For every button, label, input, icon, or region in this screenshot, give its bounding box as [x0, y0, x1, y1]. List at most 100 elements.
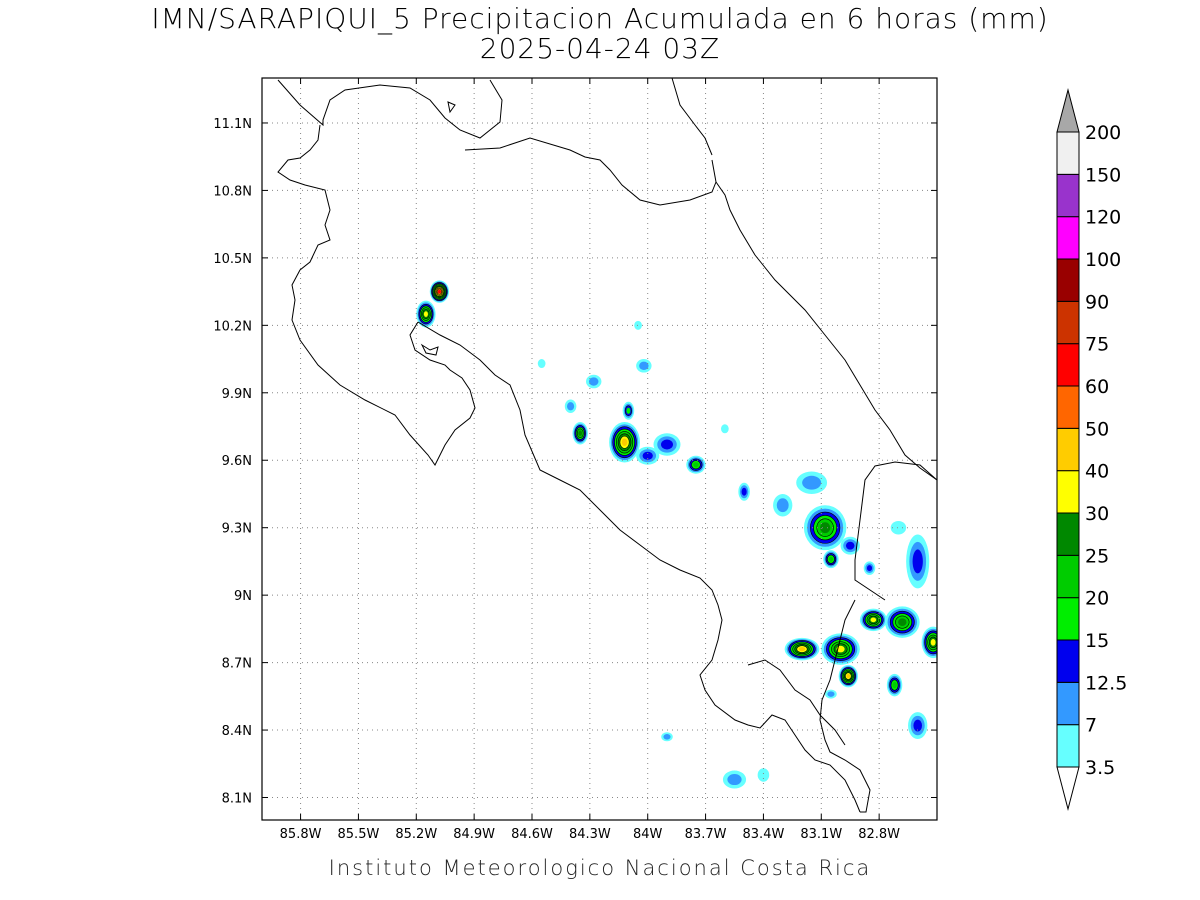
y-tick-label: 9.6N [222, 454, 252, 469]
precip-cell [838, 664, 858, 688]
x-axis-ticks: 85.8W 85.5W 85.2W 84.9W 84.6W 84.3W 84W 83.7W 83… [280, 78, 900, 842]
x-tick-label: 85.5W [338, 827, 380, 842]
pacific-coast-nicoya [277, 124, 476, 466]
colorbar-swatch [1056, 512, 1080, 556]
colorbar-label: 40 [1085, 461, 1109, 483]
colorbar-legend: 3.5 7 12.5 15 20 25 30 40 50 60 75 90 100 120 150 200 [1056, 88, 1127, 811]
precip-contour-25 [820, 522, 831, 534]
colorbar-swatch [1056, 343, 1080, 387]
precip-cell [586, 374, 602, 389]
colorbar-label: 3.5 [1085, 757, 1115, 779]
precip-cell [859, 608, 887, 632]
colorbar-swatch [1056, 131, 1080, 175]
precip-contour-7 [663, 734, 671, 740]
precip-contour-7 [588, 377, 599, 386]
caribbean-coast-north [671, 78, 713, 156]
precip-cell [738, 482, 750, 501]
caribbean-coast [715, 181, 937, 481]
precip-cell [429, 280, 450, 303]
precip-cell [653, 433, 681, 456]
x-tick-label: 84.3W [569, 827, 611, 842]
colorbar-label: 12.5 [1085, 672, 1127, 694]
x-tick-label: 82.8W [858, 827, 900, 842]
precip-contour-12.5 [866, 565, 873, 572]
precip-contour-7 [639, 361, 649, 370]
precip-cell [784, 637, 820, 661]
y-tick-label: 11.1N [213, 117, 252, 132]
precip-contour-40 [798, 647, 806, 652]
x-tick-label: 84.6W [511, 827, 553, 842]
colorbar-label: 75 [1085, 334, 1109, 356]
precip-cell [757, 768, 770, 782]
x-tick-label: 83.4W [743, 827, 785, 842]
y-tick-label: 9.3N [222, 522, 252, 537]
y-tick-label: 9N [234, 589, 252, 604]
precip-cell [825, 689, 837, 699]
colorbar-swatch [1056, 639, 1080, 683]
precip-cell [821, 633, 860, 665]
map-title: IMN/SARAPIQUI_5 Precipitacion Acumulada … [151, 2, 1049, 35]
gulf-of-nicoya-shore [417, 321, 861, 813]
precip-cell [722, 770, 747, 789]
precip-contour-7 [827, 691, 835, 697]
precip-contour-12.5 [845, 541, 855, 550]
colorbar-swatch [1056, 300, 1080, 345]
y-tick-label: 10.2N [213, 319, 252, 334]
precip-cell [823, 550, 839, 569]
precip-cell [884, 606, 920, 638]
colorbar-swatch [1056, 385, 1080, 429]
precip-contour-40 [846, 674, 851, 679]
footer-credit: Instituto Meteorologico Nacional Costa R… [328, 856, 872, 880]
y-tick-label: 8.7N [222, 657, 252, 672]
precip-cell [906, 534, 930, 589]
precip-contour-25 [578, 430, 583, 436]
x-tick-label: 85.2W [395, 827, 437, 842]
precipitation-field [416, 280, 937, 789]
precip-contour-30 [930, 639, 936, 646]
osa-peninsula [747, 659, 846, 746]
precip-cell [803, 505, 847, 551]
gulf-of-nicoya-island [420, 343, 439, 356]
precip-contour-3.5 [721, 424, 729, 434]
lat-lon-grid [262, 78, 937, 820]
colorbar-swatch [1056, 173, 1080, 218]
plot-frame [261, 77, 938, 821]
precip-cell [564, 399, 577, 414]
colorbar-label: 30 [1085, 503, 1109, 525]
precip-cell [921, 626, 937, 659]
precip-contour-30 [423, 311, 428, 317]
colorbar-bottom-arrow [1056, 766, 1080, 811]
precip-cell [721, 424, 729, 434]
coastline-borders [277, 78, 937, 813]
precip-cell [622, 401, 635, 420]
precip-cell [773, 493, 793, 517]
precip-cell [416, 300, 436, 328]
y-tick-label: 8.4N [222, 724, 252, 739]
lake-shoreline [447, 101, 456, 114]
precip-contour-12.5 [912, 549, 923, 574]
precip-cell [572, 422, 588, 445]
x-tick-label: 85.8W [280, 827, 322, 842]
panama-border [854, 461, 937, 601]
precip-contour-20 [892, 681, 897, 689]
colorbar-label: 50 [1085, 418, 1109, 440]
precip-cell [636, 446, 660, 465]
nicaragua-border [464, 137, 717, 206]
precip-contour-12.5 [661, 439, 673, 450]
colorbar-swatch [1056, 470, 1080, 514]
precip-contour-7 [567, 402, 575, 411]
colorbar-swatch [1056, 597, 1080, 641]
map-subtitle-datetime: 2025-04-24 03Z [479, 32, 721, 65]
colorbar-label: 7 [1085, 715, 1097, 737]
colorbar-label: 150 [1085, 164, 1121, 186]
x-tick-label: 84.9W [453, 827, 495, 842]
precip-contour-25 [898, 618, 907, 626]
colorbar-swatch [1056, 724, 1080, 768]
coastline-north [277, 79, 503, 139]
x-tick-label: 83.7W [685, 827, 727, 842]
colorbar-label: 100 [1085, 249, 1121, 271]
precip-cell [634, 320, 642, 330]
precip-cell [609, 422, 640, 463]
y-tick-label: 10.8N [213, 184, 252, 199]
